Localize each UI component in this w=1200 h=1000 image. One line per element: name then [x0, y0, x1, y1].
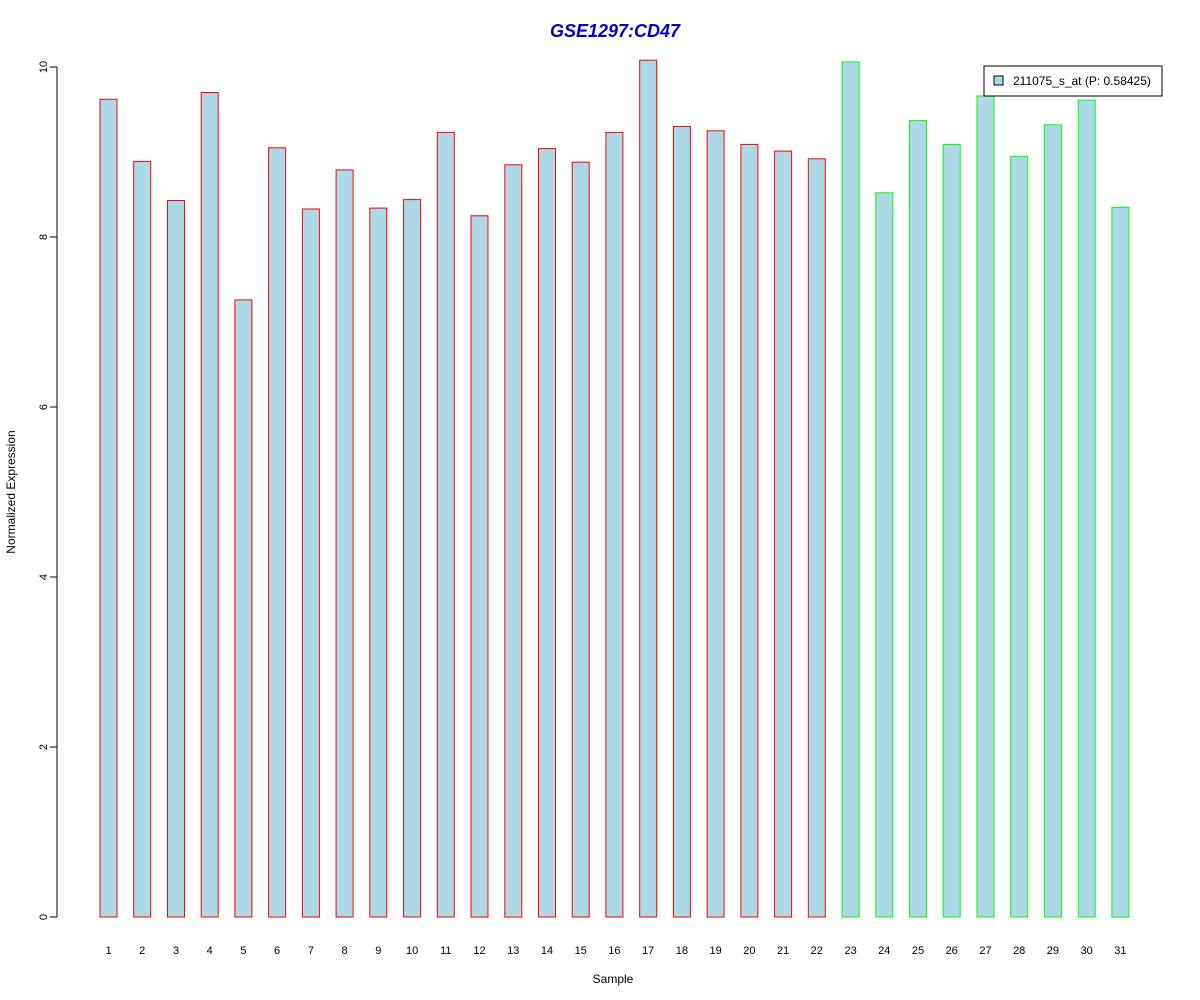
- legend: 211075_s_at (P: 0.58425): [983, 65, 1163, 97]
- x-tick-label: 11: [440, 945, 451, 957]
- x-tick-label: 25: [912, 945, 924, 957]
- bar: [504, 164, 523, 918]
- x-tick-label: 7: [308, 945, 314, 957]
- chart-title: GSE1297:CD47: [550, 21, 681, 41]
- x-tick-label: 4: [207, 945, 213, 957]
- legend-label: 211075_s_at (P: 0.58425): [1013, 74, 1151, 88]
- bars-group: [99, 59, 1130, 918]
- bar: [1077, 99, 1096, 918]
- bar: [268, 147, 287, 918]
- y-tick-label: 8: [38, 234, 50, 240]
- bar: [200, 92, 219, 918]
- bar: [403, 199, 422, 918]
- x-tick-label: 3: [173, 945, 179, 957]
- x-tick-label: 28: [1013, 945, 1025, 957]
- bar: [639, 59, 658, 918]
- x-tick-label: 8: [342, 945, 348, 957]
- y-tick-label: 0: [38, 914, 50, 920]
- x-tick-label: 12: [473, 945, 485, 957]
- bar: [976, 95, 995, 918]
- bar: [1111, 206, 1130, 918]
- y-tick-label: 4: [38, 574, 50, 580]
- bar: [774, 150, 793, 918]
- x-tick-label: 9: [375, 945, 381, 957]
- bar: [369, 207, 388, 918]
- bar: [234, 299, 253, 918]
- y-axis: 0 2 4 6 8 10: [38, 61, 58, 920]
- x-tick-label: 23: [844, 945, 856, 957]
- bar: [470, 215, 489, 918]
- bar: [133, 160, 152, 918]
- y-tick-label: 2: [38, 744, 50, 750]
- x-tick-label: 27: [979, 945, 991, 957]
- x-tick-label: 17: [642, 945, 654, 957]
- bar: [706, 130, 725, 918]
- bar: [672, 126, 691, 918]
- x-tick-label: 16: [608, 945, 620, 957]
- bar: [740, 143, 759, 918]
- x-tick-label: 18: [676, 945, 688, 957]
- legend-box: [983, 65, 1163, 97]
- bar: [807, 158, 826, 918]
- x-tick-labels: 1 2 3 4 5 6 7 8 9 10 11 12 13 14 15 16 17 18 19 20 21 22 23 24 2…: [105, 945, 1126, 957]
- x-tick-label: 21: [777, 945, 789, 957]
- y-tick-label: 10: [38, 61, 50, 73]
- x-tick-label: 13: [507, 945, 519, 957]
- x-tick-label: 20: [743, 945, 755, 957]
- y-axis-label: Normalized Expression: [4, 430, 18, 553]
- bar: [167, 200, 185, 918]
- x-tick-label: 15: [575, 945, 587, 957]
- bar: [605, 131, 624, 918]
- y-tick-label: 6: [38, 404, 50, 410]
- x-tick-label: 29: [1047, 945, 1059, 957]
- bar: [841, 61, 860, 918]
- x-tick-label: 26: [946, 945, 958, 957]
- bar: [909, 120, 927, 918]
- bar: [942, 143, 961, 918]
- bar: [335, 169, 354, 918]
- bar: [1010, 155, 1029, 918]
- x-tick-label: 31: [1114, 945, 1126, 957]
- x-tick-label: 1: [105, 945, 111, 957]
- x-tick-label: 2: [139, 945, 145, 957]
- x-tick-label: 6: [274, 945, 280, 957]
- bar: [538, 148, 556, 918]
- bar: [1043, 124, 1062, 918]
- bar: [875, 192, 894, 918]
- x-tick-label: 24: [878, 945, 890, 957]
- x-tick-label: 19: [709, 945, 721, 957]
- x-tick-label: 10: [406, 945, 418, 957]
- bar: [99, 98, 118, 918]
- bar: [301, 208, 320, 918]
- x-tick-label: 14: [541, 945, 553, 957]
- x-tick-label: 22: [811, 945, 823, 957]
- x-tick-label: 5: [240, 945, 246, 957]
- bar: [436, 131, 455, 918]
- x-axis-label: Sample: [593, 972, 634, 986]
- bar: [571, 161, 590, 918]
- x-tick-label: 30: [1081, 945, 1093, 957]
- legend-swatch: [993, 75, 1004, 86]
